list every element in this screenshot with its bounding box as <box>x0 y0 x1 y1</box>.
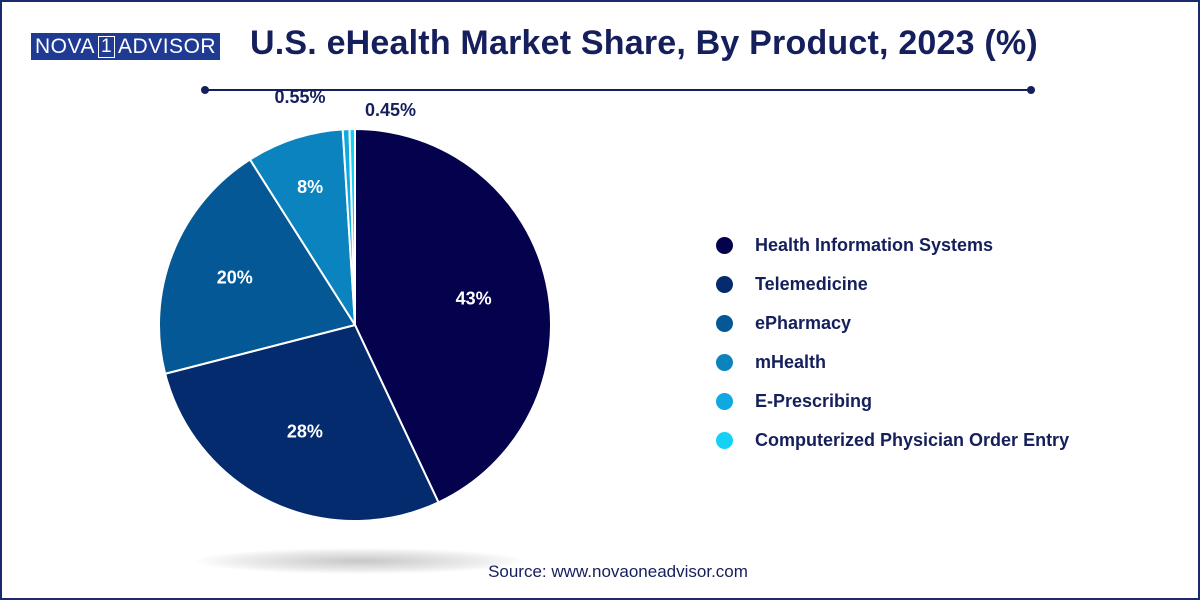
legend-swatch <box>716 393 733 410</box>
slice-value-label: 43% <box>456 288 492 308</box>
slice-value-label: 0.55% <box>274 87 325 107</box>
pie-slice-mhealth <box>248 128 356 326</box>
pie-slice-epharmacy <box>158 158 357 375</box>
legend-label: Computerized Physician Order Entry <box>755 430 1070 450</box>
legend-label: Health Information Systems <box>755 235 994 255</box>
legend-item-e-prescribing: E-Prescribing <box>716 382 1069 421</box>
legend-label: E-Prescribing <box>755 391 873 411</box>
source-note: Source: www.novaoneadvisor.com <box>488 562 748 581</box>
pie-slice-computerized-physician-order-entry <box>348 127 356 326</box>
legend-swatch <box>716 354 733 371</box>
slice-value-label: 28% <box>287 421 323 441</box>
legend-label: ePharmacy <box>755 313 852 333</box>
slice-value-label: 8% <box>297 177 323 197</box>
legend-item-computerized-physician-order-entry: Computerized Physician Order Entry <box>716 421 1069 460</box>
pie-shadow <box>195 548 525 574</box>
title-divider <box>201 86 1035 94</box>
logo-text-one: 1 <box>97 35 116 58</box>
legend-item-mhealth: mHealth <box>716 343 1069 382</box>
legend-swatch <box>716 237 733 254</box>
slice-value-label: 0.45% <box>365 100 416 120</box>
pie-slice-health-information-systems <box>354 127 552 504</box>
legend-item-telemedicine: Telemedicine <box>716 265 1069 304</box>
slice-value-label: 20% <box>217 267 253 287</box>
logo-text-advisor: ADVISOR <box>118 35 217 58</box>
legend-swatch <box>716 432 733 449</box>
legend-item-epharmacy: ePharmacy <box>716 304 1069 343</box>
logo-text-nova: NOVA <box>35 35 95 58</box>
legend-swatch <box>716 276 733 293</box>
legend-label: Telemedicine <box>755 274 868 294</box>
legend-item-health-information-systems: Health Information Systems <box>716 226 1069 265</box>
pie-slice-telemedicine <box>163 323 440 522</box>
legend: Health Information Systems Telemedicine … <box>716 226 1069 460</box>
brand-logo: NOVA 1 ADVISOR <box>31 33 221 60</box>
legend-label: mHealth <box>755 352 827 372</box>
legend-swatch <box>716 315 733 332</box>
chart-title: U.S. eHealth Market Share, By Product, 2… <box>250 24 1038 62</box>
